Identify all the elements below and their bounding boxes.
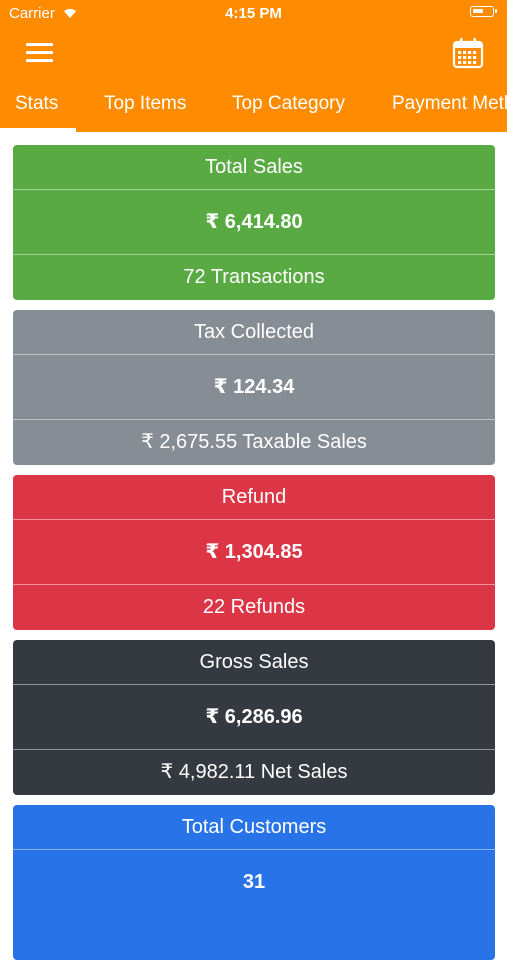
wifi-icon xyxy=(64,8,76,18)
status-bar: Carrier 4:15 PM xyxy=(0,0,507,28)
calendar-icon[interactable] xyxy=(451,36,485,70)
hamburger-menu-icon[interactable] xyxy=(24,40,56,64)
card-divider xyxy=(13,419,495,420)
card-divider xyxy=(13,849,495,850)
app-header: Carrier 4:15 PM Stats Top Items Top Cate… xyxy=(0,0,507,132)
card-value: ₹ 6,286.96 xyxy=(205,706,303,728)
tab-payment-methods[interactable]: Payment Methods xyxy=(392,93,507,114)
active-tab-indicator xyxy=(0,128,76,132)
card-title: Total Sales xyxy=(205,156,303,178)
carrier-label: Carrier xyxy=(9,5,55,22)
total-customers-card: Total Customers 31 xyxy=(13,805,495,960)
card-value: 31 xyxy=(242,871,266,893)
card-footer: 72 Transactions xyxy=(183,266,325,288)
card-footer: ₹ 4,982.11 Net Sales xyxy=(160,761,348,783)
card-title: Tax Collected xyxy=(193,321,315,343)
battery-icon xyxy=(470,6,497,17)
card-value: ₹ 1,304.85 xyxy=(205,541,303,563)
card-footer: ₹ 2,675.55 Taxable Sales xyxy=(141,431,367,453)
tab-bar: Stats Top Items Top Category Payment Met… xyxy=(0,84,507,132)
tab-top-category[interactable]: Top Category xyxy=(232,93,346,114)
card-divider xyxy=(13,254,495,255)
total-sales-card: Total Sales ₹ 6,414.80 72 Transactions xyxy=(13,145,495,300)
gross-sales-card: Gross Sales ₹ 6,286.96 ₹ 4,982.11 Net Sa… xyxy=(13,640,495,795)
card-value: ₹ 124.34 xyxy=(213,376,295,398)
card-divider xyxy=(13,519,495,520)
card-divider xyxy=(13,354,495,355)
card-divider xyxy=(13,189,495,190)
tab-top-items[interactable]: Top Items xyxy=(104,93,187,114)
refund-card: Refund ₹ 1,304.85 22 Refunds xyxy=(13,475,495,630)
tax-collected-card: Tax Collected ₹ 124.34 ₹ 2,675.55 Taxabl… xyxy=(13,310,495,465)
card-value: ₹ 6,414.80 xyxy=(205,211,303,233)
card-divider xyxy=(13,584,495,585)
card-title: Total Customers xyxy=(181,816,327,838)
tab-stats[interactable]: Stats xyxy=(15,93,59,114)
card-title: Gross Sales xyxy=(199,651,309,673)
card-footer: 22 Refunds xyxy=(202,596,306,618)
card-title: Refund xyxy=(221,486,287,508)
card-divider xyxy=(13,684,495,685)
card-divider xyxy=(13,749,495,750)
clock-label: 4:15 PM xyxy=(225,5,282,22)
